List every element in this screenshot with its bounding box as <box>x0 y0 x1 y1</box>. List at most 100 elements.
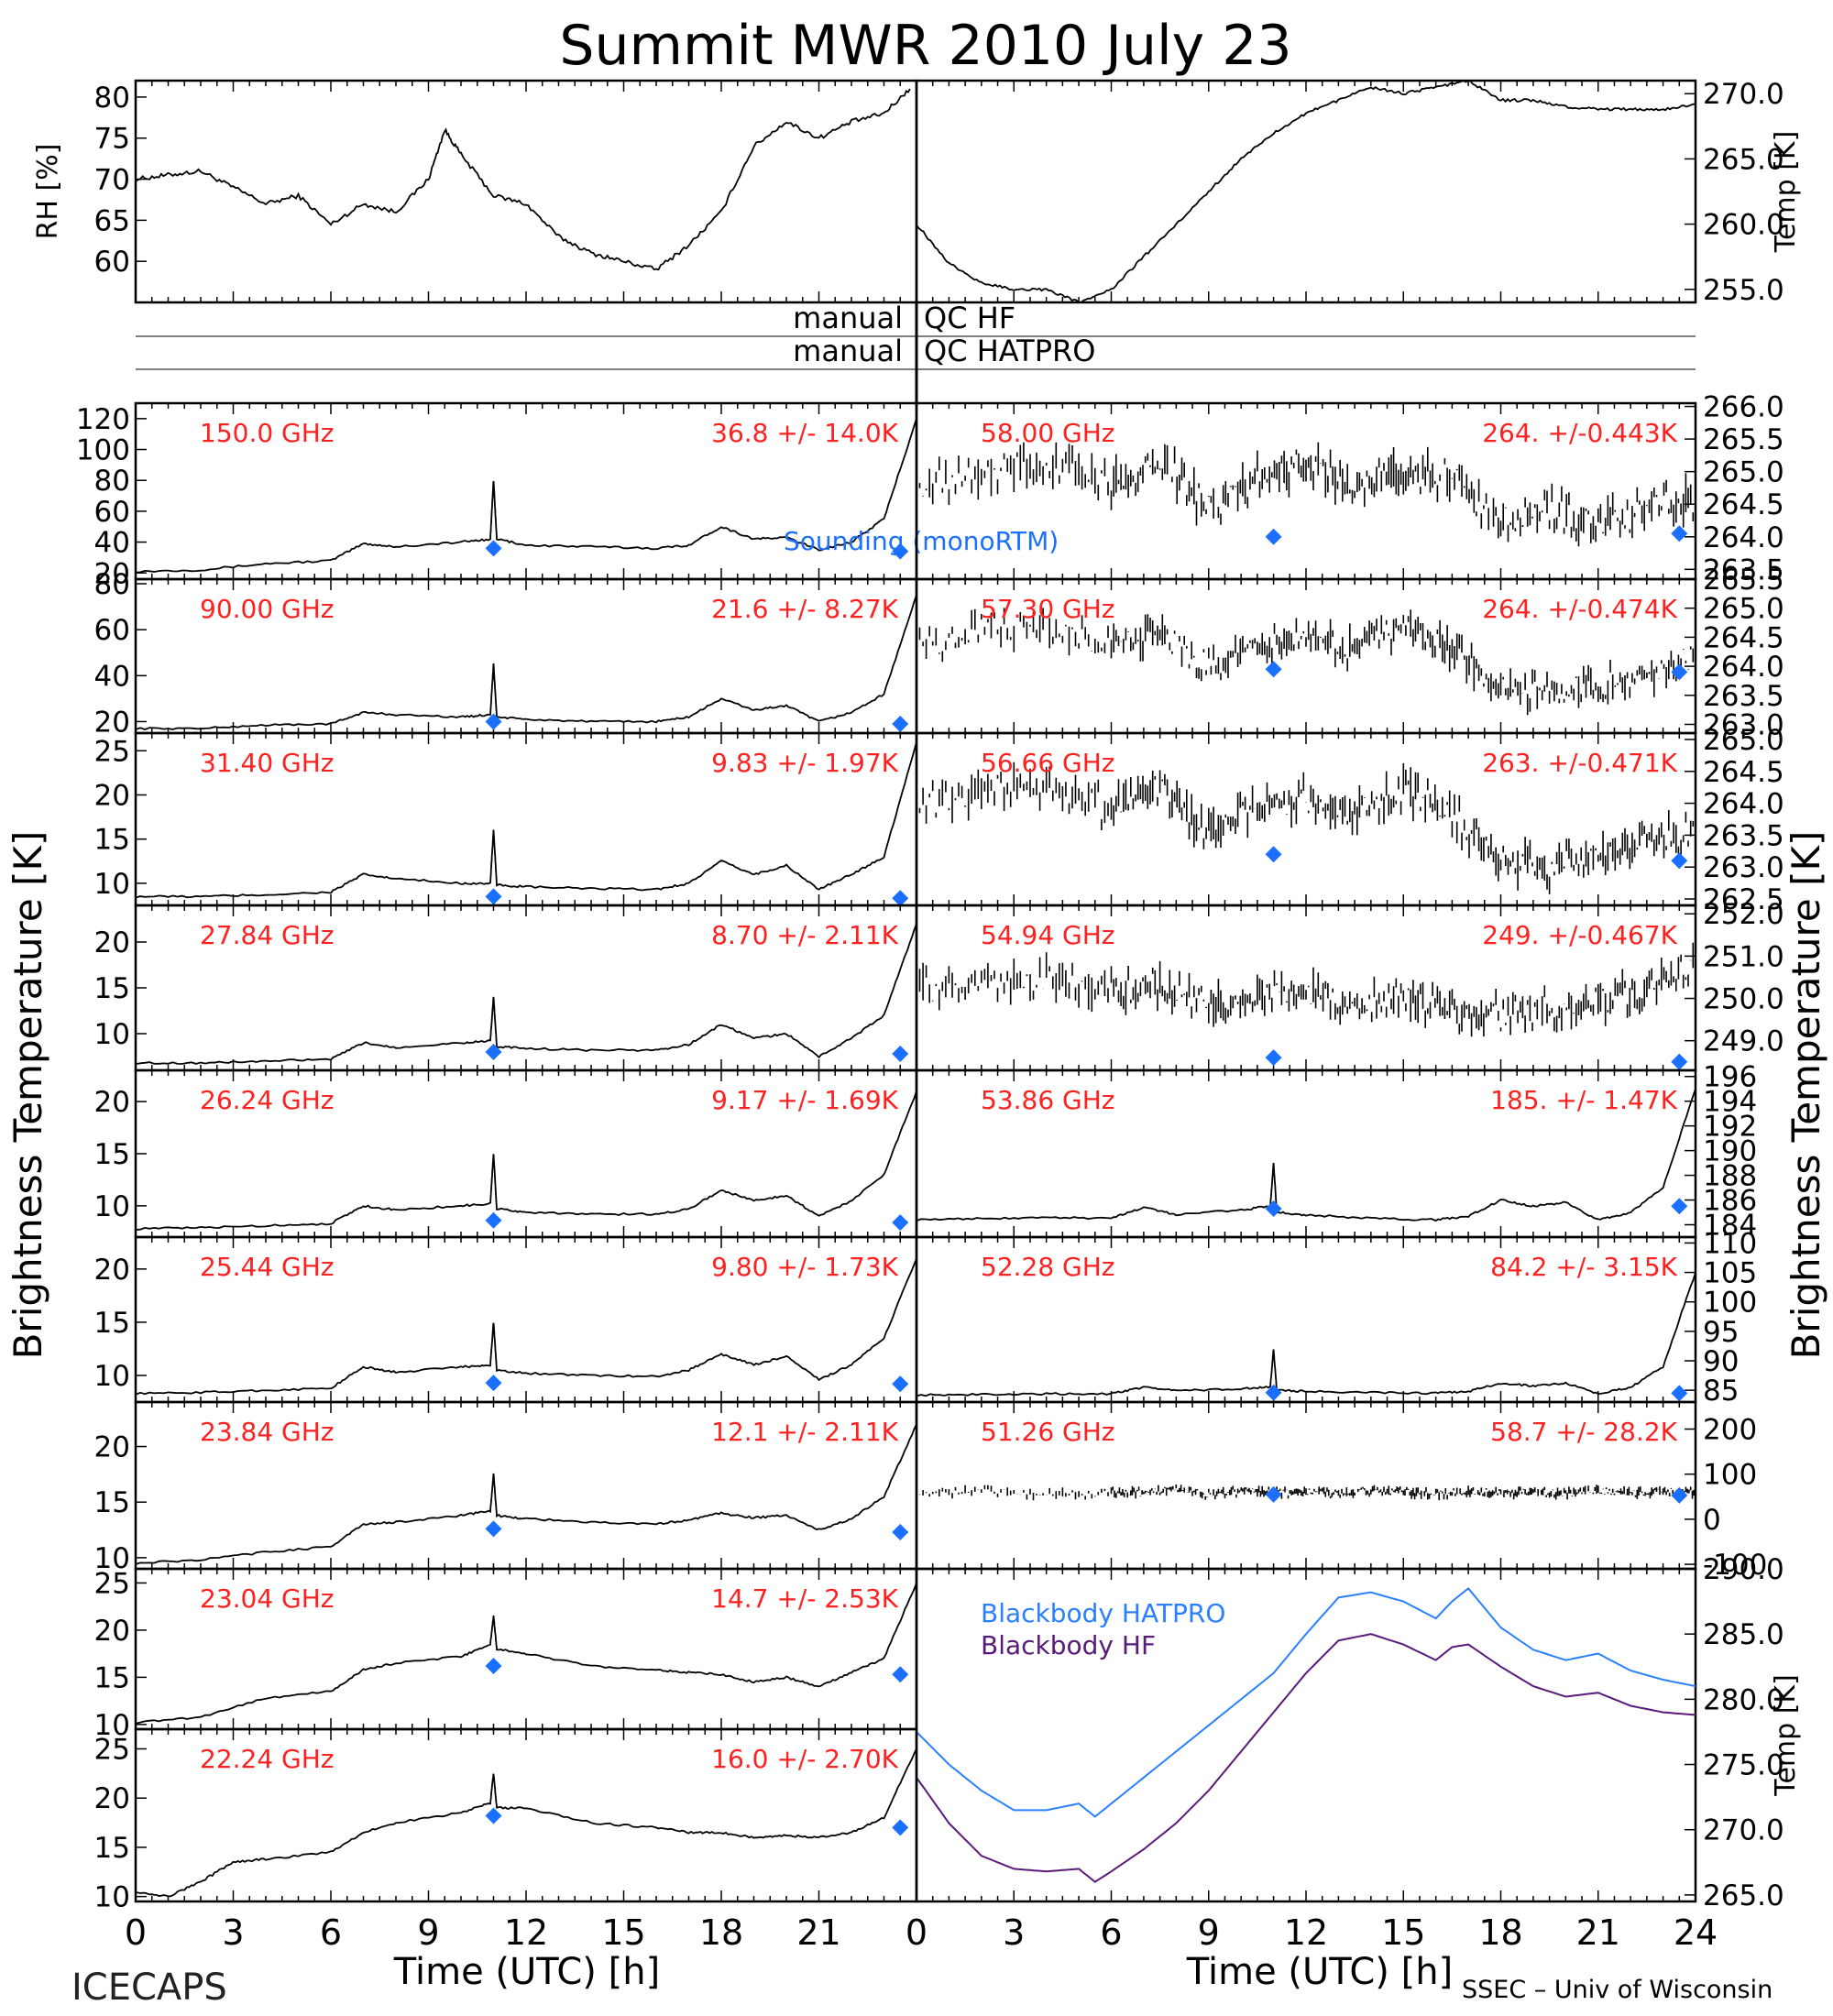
y-tick-label: 15 <box>94 824 130 857</box>
y-tick-label: 255.0 <box>1703 274 1784 307</box>
y-tick-label: 15 <box>94 1661 130 1694</box>
y-tick-label: 263.0 <box>1703 708 1784 741</box>
sounding-point <box>1671 1385 1688 1402</box>
y-tick-label: 188 <box>1703 1160 1757 1193</box>
plot-area <box>136 1257 916 1396</box>
y-tick-label: 20 <box>94 706 130 739</box>
y-tick-label: 20 <box>94 557 130 590</box>
sounding-point <box>892 1046 909 1062</box>
frequency-label: 90.00 GHz <box>200 594 335 624</box>
stats-label: 185. +/- 1.47K <box>1490 1085 1677 1115</box>
y-tick-label: 15 <box>94 1307 130 1340</box>
y-tick-label: 10 <box>94 1018 130 1051</box>
y-tick-label: 263.5 <box>1703 680 1784 713</box>
x-tick-label: 18 <box>699 1912 743 1953</box>
frequency-label: 27.84 GHz <box>200 920 335 950</box>
sounding-point <box>892 1819 909 1836</box>
footer-left: ICECAPS <box>71 1967 227 2009</box>
series-trace <box>136 1257 916 1396</box>
sounding-point <box>892 1375 909 1393</box>
stats-label: 264. +/-0.474K <box>1482 594 1677 624</box>
series-trace <box>916 442 1695 547</box>
y-tick-label: 10 <box>94 868 130 901</box>
qc-hatpro-right: QC HATPRO <box>924 334 1095 368</box>
y-tick-label: 265.5 <box>1703 564 1784 597</box>
y-tick-label: 263.0 <box>1703 851 1784 884</box>
panel-ch3140: 10 15 20 25 31.40 GHz 9.83 +/- 1.97K <box>94 731 918 907</box>
panel-ch5126: -100 0 100 200 51.26 GHz 58.7 +/- 28.2K <box>915 1400 1767 1582</box>
y-tick-label: 60 <box>94 246 130 279</box>
x-tick-label: 12 <box>1284 1912 1328 1953</box>
plot-area <box>136 1423 916 1565</box>
qc-area: manual QC HF manual QC HATPRO <box>136 301 1696 403</box>
series-trace <box>136 923 916 1065</box>
plot-area <box>916 1272 1696 1397</box>
series-trace <box>136 88 911 271</box>
y-tick-label: 265.0 <box>1703 724 1784 757</box>
panel-ch9000: 20 40 60 80 90.00 GHz 21.6 +/- 8.27K <box>94 568 918 739</box>
series-trace <box>136 741 916 899</box>
y-axis-label: RH [%] <box>32 144 64 240</box>
frequency-label: 26.24 GHz <box>200 1085 335 1115</box>
qc-hatpro-left: manual <box>793 334 903 368</box>
plot-area <box>916 442 1695 547</box>
x-axis-label-right: Time (UTC) [h] <box>1186 1951 1453 1993</box>
sounding-point <box>1671 1486 1688 1504</box>
sounding-point <box>1671 525 1688 542</box>
y-tick-label: 65 <box>94 204 130 237</box>
sounding-point <box>1671 663 1688 681</box>
sounding-point <box>485 713 502 730</box>
y-tick-label: 264.0 <box>1703 788 1784 821</box>
y-tick-label: 10 <box>94 1542 130 1575</box>
y-tick-label: 265.0 <box>1703 1879 1784 1912</box>
y-tick-label: 20 <box>94 1615 130 1648</box>
sounding-point <box>892 1666 909 1683</box>
sounding-point <box>1265 1200 1282 1217</box>
y-tick-label: 15 <box>94 972 130 1005</box>
y-tick-label: 70 <box>94 164 130 197</box>
x-tick-label: 0 <box>906 1912 927 1953</box>
y-axis-label: Temp [K] <box>1770 1674 1802 1797</box>
y-tick-label: 265.0 <box>1703 143 1784 176</box>
frequency-label: 54.94 GHz <box>981 920 1115 950</box>
stats-label: 12.1 +/- 2.11K <box>711 1417 898 1447</box>
series-trace <box>916 608 1695 716</box>
y-tick-label: 250.0 <box>1703 983 1784 1016</box>
y-tick-label: 265.0 <box>1703 456 1784 489</box>
series-trace <box>136 1423 916 1565</box>
stats-label: 8.70 +/- 2.11K <box>711 920 898 950</box>
sounding-point <box>485 1375 502 1392</box>
plot-area <box>916 1088 1696 1222</box>
x-tick-label: 9 <box>417 1912 439 1953</box>
y-tick-label: 263.5 <box>1703 819 1784 852</box>
left-axis-title: Brightness Temperature [K] <box>5 831 50 1360</box>
y-tick-label: 100 <box>1703 1459 1757 1492</box>
stats-label: 36.8 +/- 14.0K <box>711 418 898 448</box>
legend-sounding: Sounding (monoRTM) <box>784 526 1059 556</box>
y-tick-label: 263.5 <box>1703 553 1784 586</box>
plot-area <box>136 1583 916 1725</box>
x-tick-labels-right: 0 3 6 9 12 15 18 21 24 <box>906 1912 1718 1953</box>
x-tick-label: 18 <box>1478 1912 1522 1953</box>
y-tick-label: 264.5 <box>1703 621 1784 654</box>
plot-area <box>916 1587 1696 1883</box>
frequency-label: 53.86 GHz <box>981 1085 1115 1115</box>
y-tick-label: 264.5 <box>1703 488 1784 521</box>
sounding-point <box>485 1044 502 1060</box>
x-tick-label: 6 <box>320 1912 342 1953</box>
plot-area <box>916 761 1695 894</box>
sounding-point <box>1671 1198 1688 1215</box>
x-tick-label: 0 <box>125 1912 147 1953</box>
y-tick-label: 60 <box>94 496 130 529</box>
series-trace <box>916 761 1695 894</box>
y-tick-label: 80 <box>94 82 130 115</box>
frequency-label: 58.00 GHz <box>981 418 1115 448</box>
sounding-point <box>892 1523 909 1540</box>
y-tick-label: 20 <box>94 1431 130 1464</box>
plot-area <box>136 418 916 574</box>
y-tick-label: 105 <box>1703 1257 1757 1290</box>
